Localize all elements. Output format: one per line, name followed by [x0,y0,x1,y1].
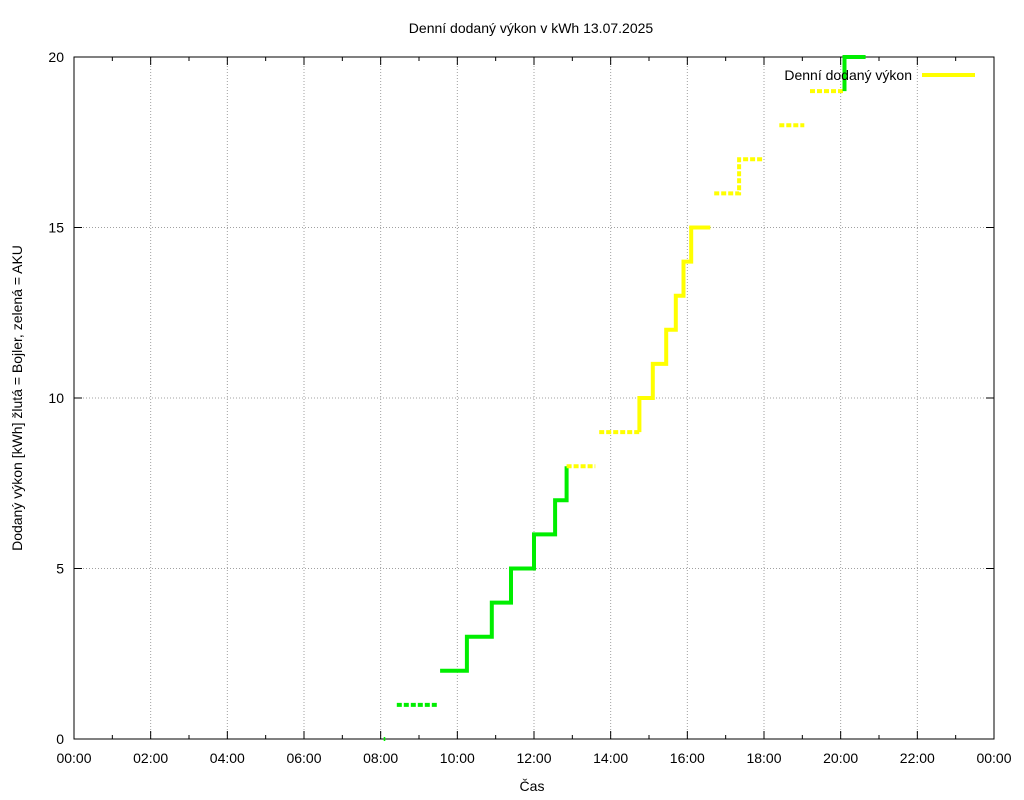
x-tick-label: 12:00 [516,750,551,766]
series-line-segment [714,157,764,196]
legend: Denní dodaný výkon [784,67,975,83]
legend-label: Denní dodaný výkon [784,67,912,83]
x-axis-label: Čas [520,778,545,794]
x-tick-label: 20:00 [823,750,858,766]
y-tick-label: 20 [48,49,64,65]
series-line-segment [637,225,711,433]
y-axis-label: Dodaný výkon [kWh] žlutá = Bojler, zelen… [9,245,25,551]
series-line-segment [842,55,866,92]
chart-title: Denní dodaný výkon v kWh 13.07.2025 [409,20,654,36]
y-tick-label: 0 [56,731,64,747]
grid-lines [74,57,994,739]
x-tick-label: 02:00 [133,750,168,766]
y-tick-label: 5 [56,561,64,577]
x-tick-label: 18:00 [746,750,781,766]
x-tick-label: 08:00 [363,750,398,766]
x-tick-label: 14:00 [593,750,628,766]
x-tick-label: 00:00 [56,750,91,766]
x-tick-label: 10:00 [440,750,475,766]
axis-ticks: 00:00 02:00 04:00 06:00 08:00 10:00 12:00 14:00… [48,49,1011,766]
x-tick-label: 22:00 [900,750,935,766]
y-tick-label: 15 [48,220,64,236]
y-tick-label: 10 [48,390,64,406]
x-tick-label: 16:00 [670,750,705,766]
x-tick-label: 06:00 [286,750,321,766]
x-tick-label: 00:00 [976,750,1011,766]
data-series [383,55,866,741]
x-tick-label: 04:00 [210,750,245,766]
series-line-segment [440,466,569,673]
